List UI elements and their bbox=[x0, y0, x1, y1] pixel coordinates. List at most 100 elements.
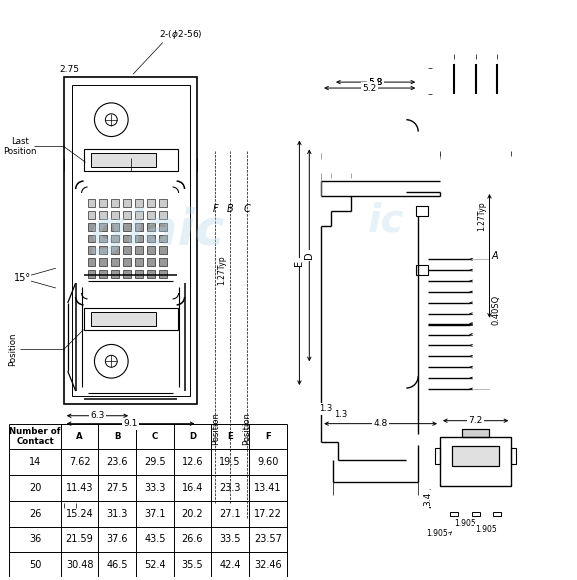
Bar bbox=[99, 234, 107, 242]
Bar bbox=[135, 258, 143, 266]
Bar bbox=[72, 85, 189, 396]
Text: 26.6: 26.6 bbox=[182, 535, 203, 545]
Text: D: D bbox=[304, 252, 314, 259]
Bar bbox=[135, 199, 143, 207]
Text: 15.24: 15.24 bbox=[66, 509, 93, 519]
Text: 2.75: 2.75 bbox=[59, 65, 80, 74]
Text: B: B bbox=[227, 204, 234, 214]
Text: ic: ic bbox=[368, 202, 404, 240]
Bar bbox=[84, 308, 178, 329]
Text: 19.5: 19.5 bbox=[219, 457, 241, 467]
Text: 52.4: 52.4 bbox=[144, 560, 166, 570]
Text: 46.5: 46.5 bbox=[107, 560, 128, 570]
Text: 16.4: 16.4 bbox=[182, 483, 203, 493]
Bar bbox=[99, 270, 107, 278]
Text: 33.3: 33.3 bbox=[144, 483, 166, 493]
Bar bbox=[147, 258, 155, 266]
Bar bbox=[123, 270, 131, 278]
Bar bbox=[511, 448, 516, 464]
Bar bbox=[440, 437, 511, 486]
Text: 20: 20 bbox=[29, 483, 41, 493]
Bar bbox=[88, 199, 95, 207]
Text: Number of
Contact: Number of Contact bbox=[9, 427, 61, 446]
Bar bbox=[147, 246, 155, 255]
Bar bbox=[99, 246, 107, 255]
Text: Position: Position bbox=[3, 147, 37, 156]
Bar bbox=[111, 223, 119, 231]
Bar bbox=[416, 206, 428, 216]
Bar bbox=[123, 234, 131, 242]
Text: A: A bbox=[492, 251, 498, 261]
Bar bbox=[159, 211, 167, 219]
Bar bbox=[111, 199, 119, 207]
Text: 6.3: 6.3 bbox=[90, 411, 104, 420]
Text: Last: Last bbox=[12, 137, 29, 146]
Text: 30.48: 30.48 bbox=[66, 560, 93, 570]
Text: 37.1: 37.1 bbox=[144, 509, 166, 519]
Text: 35.5: 35.5 bbox=[182, 560, 203, 570]
Bar bbox=[435, 448, 440, 464]
Text: 32.46: 32.46 bbox=[254, 560, 282, 570]
Bar bbox=[88, 223, 95, 231]
Text: 27.1: 27.1 bbox=[219, 509, 241, 519]
Text: 43.5: 43.5 bbox=[144, 535, 166, 545]
Bar bbox=[462, 429, 489, 437]
Bar bbox=[123, 246, 131, 255]
Text: giaic: giaic bbox=[91, 206, 224, 255]
Bar bbox=[159, 199, 167, 207]
Text: 4.8: 4.8 bbox=[373, 419, 388, 428]
Text: F: F bbox=[212, 204, 218, 214]
Text: D: D bbox=[189, 432, 196, 441]
Bar bbox=[111, 234, 119, 242]
Text: 20.2: 20.2 bbox=[182, 509, 203, 519]
Text: 37.6: 37.6 bbox=[107, 535, 128, 545]
Text: F: F bbox=[265, 432, 271, 441]
Text: 23.3: 23.3 bbox=[219, 483, 241, 493]
Bar bbox=[471, 512, 479, 516]
Bar bbox=[462, 429, 489, 437]
Text: 1.905: 1.905 bbox=[475, 525, 497, 534]
Text: 17.22: 17.22 bbox=[254, 509, 282, 519]
Bar bbox=[99, 258, 107, 266]
Bar bbox=[159, 258, 167, 266]
Bar bbox=[159, 223, 167, 231]
Bar bbox=[111, 270, 119, 278]
Bar bbox=[88, 246, 95, 255]
Text: 5.8: 5.8 bbox=[369, 78, 383, 86]
Bar bbox=[88, 270, 95, 278]
Text: 13.41: 13.41 bbox=[254, 483, 282, 493]
Bar bbox=[123, 258, 131, 266]
Text: C: C bbox=[243, 204, 250, 214]
Bar bbox=[84, 150, 178, 171]
Bar bbox=[147, 199, 155, 207]
Text: 9.60: 9.60 bbox=[257, 457, 279, 467]
Bar bbox=[88, 258, 95, 266]
Bar bbox=[159, 246, 167, 255]
Bar bbox=[99, 211, 107, 219]
Text: E: E bbox=[294, 260, 305, 266]
Text: 36: 36 bbox=[29, 535, 41, 545]
Bar bbox=[64, 77, 197, 404]
Bar bbox=[92, 312, 156, 325]
Text: 29.5: 29.5 bbox=[144, 457, 166, 467]
Text: Position: Position bbox=[242, 412, 252, 445]
Bar bbox=[88, 211, 95, 219]
Text: 1.27Typ: 1.27Typ bbox=[217, 255, 226, 285]
Text: 26: 26 bbox=[29, 509, 41, 519]
Bar bbox=[159, 234, 167, 242]
Bar bbox=[111, 258, 119, 266]
Bar bbox=[147, 211, 155, 219]
Bar bbox=[135, 234, 143, 242]
Text: 15°: 15° bbox=[14, 273, 31, 283]
Bar bbox=[135, 246, 143, 255]
Bar bbox=[147, 270, 155, 278]
Bar bbox=[99, 199, 107, 207]
Text: Position: Position bbox=[8, 333, 17, 366]
Text: 0.40SQ: 0.40SQ bbox=[492, 295, 500, 325]
Bar bbox=[123, 199, 131, 207]
Bar bbox=[88, 234, 95, 242]
Text: 23.57: 23.57 bbox=[254, 535, 282, 545]
Text: 21.59: 21.59 bbox=[66, 535, 93, 545]
Text: 1.3: 1.3 bbox=[334, 410, 347, 419]
Text: 31.3: 31.3 bbox=[107, 509, 128, 519]
